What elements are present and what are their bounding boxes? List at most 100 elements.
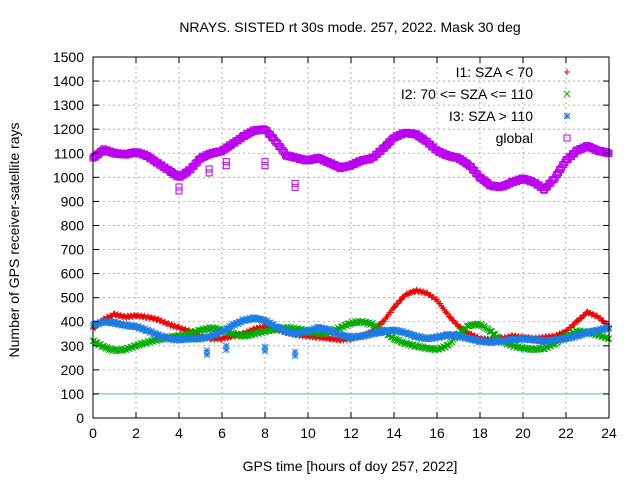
outlier-point bbox=[222, 158, 230, 166]
y-tick-label: 0 bbox=[76, 410, 84, 426]
data-point bbox=[503, 337, 511, 345]
data-point bbox=[500, 338, 508, 345]
y-axis-title: Number of GPS receiver-satellite rays bbox=[6, 123, 22, 358]
y-tick-label: 400 bbox=[61, 314, 85, 330]
y-tick-label: 1200 bbox=[53, 121, 84, 137]
data-point bbox=[114, 319, 122, 327]
outlier-point bbox=[175, 187, 183, 195]
data-point bbox=[391, 304, 397, 311]
y-tick-label: 500 bbox=[61, 290, 85, 306]
outlier-point bbox=[261, 162, 269, 170]
y-tick-label: 800 bbox=[61, 217, 85, 233]
legend-marker-global bbox=[563, 134, 571, 142]
data-point bbox=[603, 148, 611, 156]
x-tick-label: 24 bbox=[601, 425, 617, 441]
data-point bbox=[274, 323, 282, 331]
data-point bbox=[339, 331, 346, 339]
y-tick-label: 300 bbox=[61, 338, 85, 354]
x-tick-label: 10 bbox=[300, 425, 316, 441]
data-point bbox=[225, 324, 232, 332]
data-point bbox=[334, 329, 342, 337]
data-point bbox=[194, 326, 202, 334]
outlier-point bbox=[175, 183, 183, 191]
series-global bbox=[89, 125, 613, 194]
outlier-point bbox=[261, 347, 269, 355]
x-tick-label: 6 bbox=[218, 425, 226, 441]
y-tick-label: 200 bbox=[61, 362, 85, 378]
data-point bbox=[571, 321, 578, 328]
x-axis-title: GPS time [hours of doy 257, 2022] bbox=[243, 458, 458, 474]
data-point bbox=[221, 326, 229, 334]
data-point bbox=[270, 321, 277, 328]
ticks: 0 2 4 6 8 10 12 14 16 18 20 22 240100200300400500600… bbox=[53, 49, 617, 441]
legend: I1: SZA < 70 I2: 70 <= SZA <= 110 I3: SZA … bbox=[401, 64, 571, 146]
y-tick-label: 600 bbox=[61, 266, 85, 282]
data-point bbox=[604, 335, 612, 343]
y-tick-label: 1100 bbox=[54, 145, 84, 161]
data-points bbox=[89, 125, 613, 360]
data-point bbox=[406, 330, 414, 337]
x-tick-label: 2 bbox=[132, 425, 140, 441]
data-point bbox=[468, 334, 475, 342]
outlier-point bbox=[205, 169, 213, 177]
data-point bbox=[597, 314, 604, 321]
legend-marker-i2-70-sza-110 bbox=[563, 90, 571, 98]
data-point bbox=[447, 314, 454, 321]
series-i3-sza-110 bbox=[89, 314, 613, 347]
legend-marker-i3-sza-110 bbox=[563, 112, 571, 120]
y-tick-label: 1500 bbox=[53, 49, 84, 65]
data-point bbox=[310, 326, 317, 334]
data-point bbox=[574, 318, 581, 325]
data-point bbox=[227, 330, 234, 338]
y-tick-label: 1400 bbox=[53, 73, 84, 89]
outlier-point bbox=[261, 343, 269, 351]
x-tick-label: 4 bbox=[175, 425, 183, 441]
x-tick-label: 16 bbox=[429, 425, 445, 441]
outliers-global bbox=[175, 158, 299, 195]
data-point bbox=[578, 315, 585, 322]
legend-label-i3-sza-110: I3: SZA > 110 bbox=[449, 108, 533, 124]
x-tick-label: 0 bbox=[89, 425, 97, 441]
data-point bbox=[447, 331, 455, 338]
outlier-point bbox=[203, 351, 211, 358]
data-point bbox=[444, 330, 452, 338]
legend-label-i1-sza-70: I1: SZA < 70 bbox=[456, 64, 534, 80]
outlier-point bbox=[205, 165, 213, 173]
outlier-point bbox=[222, 346, 230, 354]
data-point bbox=[374, 329, 382, 337]
outlier-point bbox=[291, 183, 299, 191]
y-tick-label: 1000 bbox=[53, 169, 84, 185]
legend-label-i2-70-sza-110: I2: 70 <= SZA <= 110 bbox=[401, 86, 533, 102]
data-point bbox=[444, 310, 451, 317]
data-point bbox=[435, 334, 443, 342]
data-point bbox=[237, 319, 245, 326]
y-tick-label: 900 bbox=[61, 193, 85, 209]
outlier-point bbox=[291, 352, 299, 360]
outlier-point bbox=[203, 347, 211, 354]
data-point bbox=[342, 332, 349, 339]
data-point bbox=[306, 327, 314, 335]
outlier-point bbox=[291, 348, 299, 356]
outlier-point bbox=[222, 342, 230, 350]
outlier-point bbox=[291, 179, 299, 187]
y-tick-label: 700 bbox=[61, 242, 85, 258]
x-tick-label: 18 bbox=[472, 425, 488, 441]
x-tick-label: 20 bbox=[515, 425, 531, 441]
x-tick-label: 14 bbox=[386, 425, 402, 441]
data-point bbox=[397, 297, 404, 304]
x-tick-label: 8 bbox=[261, 425, 269, 441]
data-point bbox=[117, 320, 125, 327]
data-point bbox=[403, 329, 411, 336]
x-tick-label: 22 bbox=[558, 425, 574, 441]
legend-label-global: global bbox=[496, 130, 533, 146]
legend-marker-i1-sza-70 bbox=[564, 69, 570, 75]
y-tick-label: 100 bbox=[61, 386, 85, 402]
data-point bbox=[568, 324, 575, 331]
outlier-point bbox=[261, 158, 269, 166]
data-point bbox=[451, 317, 458, 324]
data-point bbox=[381, 318, 388, 325]
data-point bbox=[581, 312, 588, 319]
data-point bbox=[384, 313, 391, 320]
